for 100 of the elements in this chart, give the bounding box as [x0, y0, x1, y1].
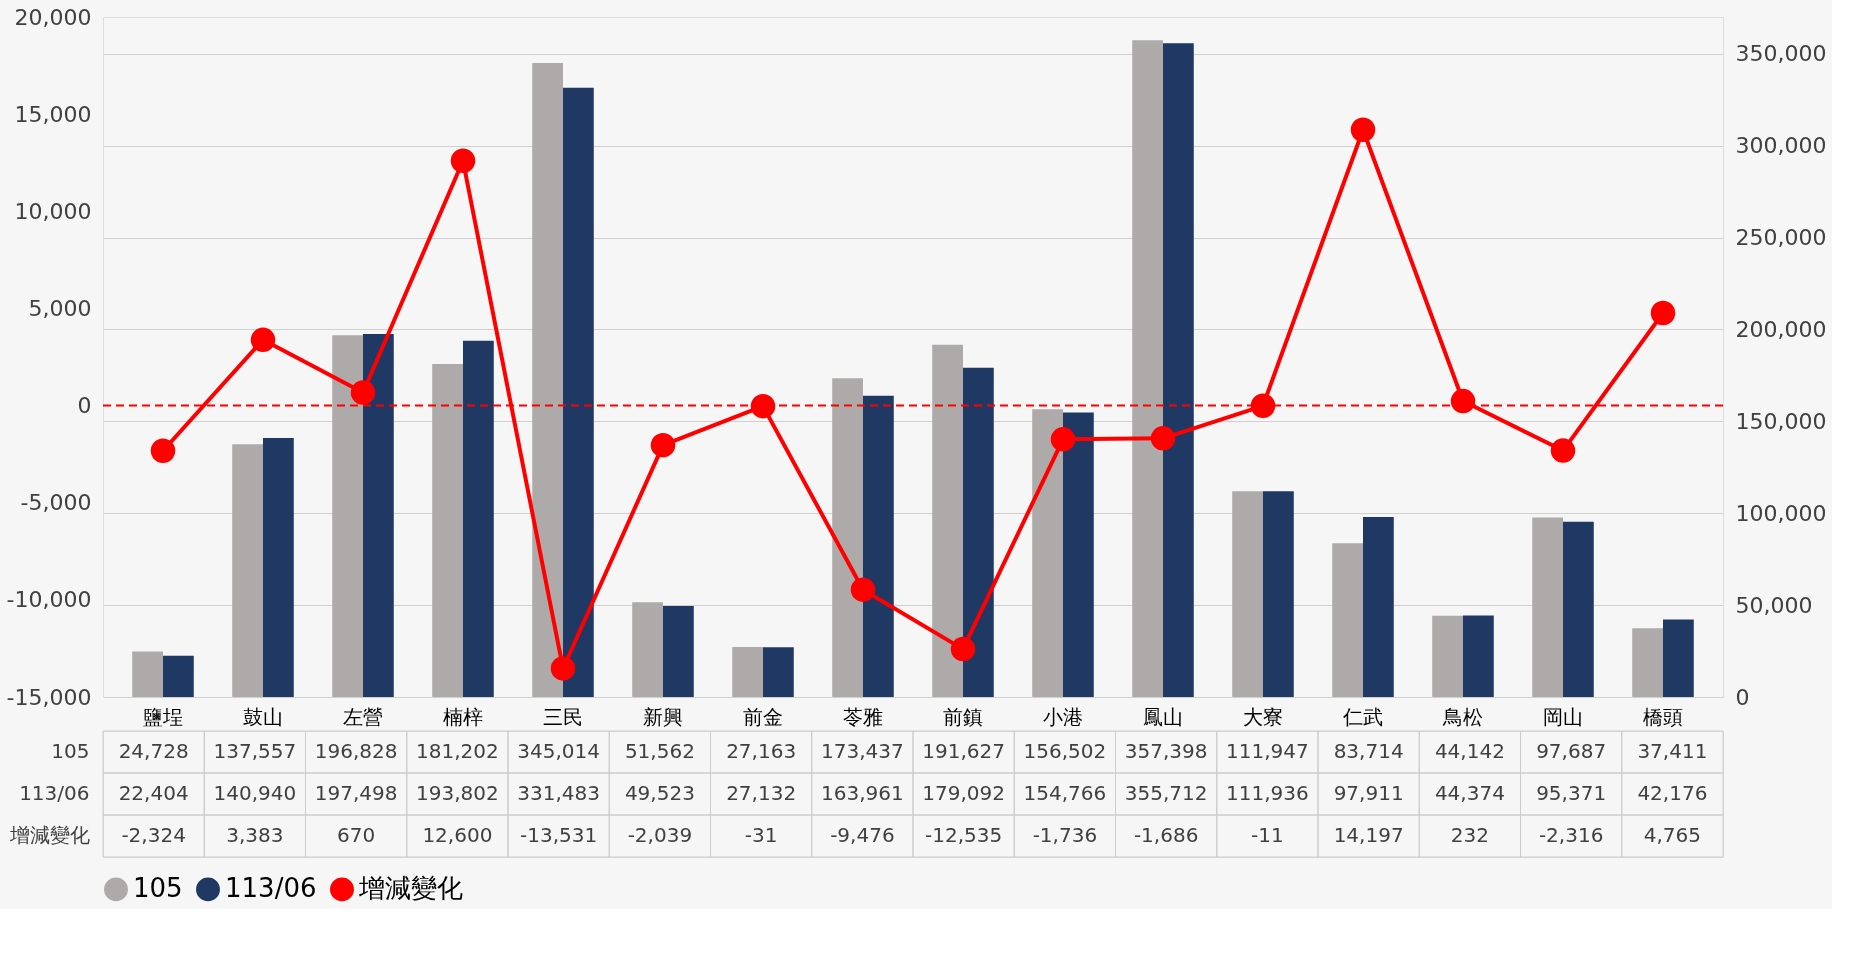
point: [150, 438, 176, 463]
bar: [1532, 517, 1563, 697]
point: [550, 656, 576, 681]
data-label: 137,557: [213, 739, 297, 763]
data-label: 154,766: [1023, 781, 1107, 805]
legend-label: 113/06: [225, 873, 317, 904]
bar: [563, 87, 594, 697]
bar: [1463, 615, 1494, 697]
x-tick-label: 三民: [543, 704, 583, 729]
bar: [1063, 412, 1094, 697]
bar: [132, 651, 163, 697]
point: [450, 148, 476, 173]
data-label: 24,728: [118, 739, 189, 763]
data-label: 191,627: [922, 739, 1005, 763]
legend-label: 增減變化: [358, 873, 463, 904]
data-label: 193,802: [416, 781, 499, 805]
y2-tick-label: 150,000: [1735, 408, 1827, 434]
y2-tick-label: 300,000: [1735, 133, 1827, 159]
data-label: -1,736: [1032, 823, 1098, 847]
data-label: 4,765: [1643, 823, 1702, 847]
data-label: -2,324: [121, 823, 186, 847]
data-label: 37,411: [1637, 739, 1708, 763]
bar: [932, 344, 963, 697]
bar: [1663, 619, 1694, 697]
y2-tick-label: 100,000: [1735, 500, 1827, 526]
bar: [1132, 40, 1163, 697]
data-label: 44,374: [1434, 781, 1505, 805]
x-tick-label: 左營: [343, 704, 383, 729]
point: [1650, 300, 1676, 326]
x-tick-label: 鳥松: [1442, 704, 1483, 729]
y2-tick-label: 0: [1735, 684, 1750, 710]
bar: [463, 340, 494, 697]
x-tick-label: 楠梓: [443, 704, 483, 729]
y-tick-label: -10,000: [6, 587, 92, 613]
data-label: -2,316: [1538, 823, 1604, 847]
data-label: -11: [1251, 823, 1284, 847]
bar: [263, 437, 294, 697]
data-label: 156,502: [1023, 739, 1107, 763]
point: [250, 327, 276, 353]
y-tick-label: 20,000: [14, 4, 92, 30]
data-label: 345,014: [517, 739, 600, 763]
x-tick-label: 鳳山: [1143, 704, 1183, 729]
data-label: 49,523: [624, 781, 695, 805]
data-label: 42,176: [1637, 781, 1708, 805]
data-label: 22,404: [118, 781, 189, 805]
x-tick-label: 鹽埕: [143, 704, 183, 729]
bar: [732, 647, 763, 697]
bar: [763, 647, 794, 697]
y-tick-label: -15,000: [6, 684, 92, 710]
bar: [963, 367, 994, 697]
bar: [1032, 409, 1063, 697]
data-label: -13,531: [520, 823, 598, 847]
data-label: 83,714: [1333, 739, 1404, 763]
y-tick-label: 5,000: [28, 295, 92, 321]
data-label: 51,562: [624, 739, 695, 763]
data-label: 670: [337, 823, 376, 847]
x-tick-label: 岡山: [1543, 704, 1583, 729]
y2-tick-label: 50,000: [1735, 592, 1813, 618]
x-tick-label: 前金: [743, 704, 783, 729]
point: [1150, 426, 1176, 451]
data-label: 163,961: [821, 781, 904, 805]
data-label: 331,483: [517, 781, 600, 805]
text: 105: [51, 739, 90, 763]
bar: [1363, 517, 1394, 697]
text: 113/06: [19, 781, 90, 805]
bar: [332, 335, 363, 697]
bar: [232, 444, 263, 697]
data-label: 27,163: [726, 739, 797, 763]
data-label: -31: [744, 823, 778, 847]
data-label: 197,498: [314, 781, 398, 805]
data-label: 196,828: [314, 739, 398, 763]
x-tick-label: 大寮: [1243, 704, 1283, 729]
data-label: 97,687: [1536, 739, 1607, 763]
legend-label: 105: [133, 873, 183, 904]
bar: [1232, 491, 1263, 697]
data-label: -2,039: [627, 823, 693, 847]
data-label: 140,940: [213, 781, 297, 805]
bar: [832, 378, 863, 697]
bar: [1332, 543, 1363, 697]
point: [1350, 117, 1376, 142]
bar: [1563, 521, 1594, 697]
bar: [1263, 491, 1294, 697]
x-tick-label: 仁武: [1342, 704, 1383, 729]
point: [850, 577, 876, 602]
bar: [632, 602, 663, 697]
data-label: 357,398: [1124, 739, 1208, 763]
bar: [163, 655, 194, 697]
x-tick-label: 前鎮: [943, 704, 983, 729]
point: [1450, 388, 1476, 414]
y2-tick-label: 200,000: [1735, 316, 1827, 342]
y2-tick-label: 250,000: [1735, 225, 1827, 251]
x-tick-label: 小港: [1043, 704, 1083, 729]
bar: [1163, 43, 1194, 697]
text: 增減變化: [9, 823, 90, 847]
data-label: 111,936: [1226, 781, 1309, 805]
data-label: -12,535: [925, 823, 1003, 847]
data-label: 3,383: [226, 823, 284, 847]
point: [950, 636, 976, 662]
point: [350, 380, 376, 405]
data-label: 27,132: [726, 781, 797, 805]
